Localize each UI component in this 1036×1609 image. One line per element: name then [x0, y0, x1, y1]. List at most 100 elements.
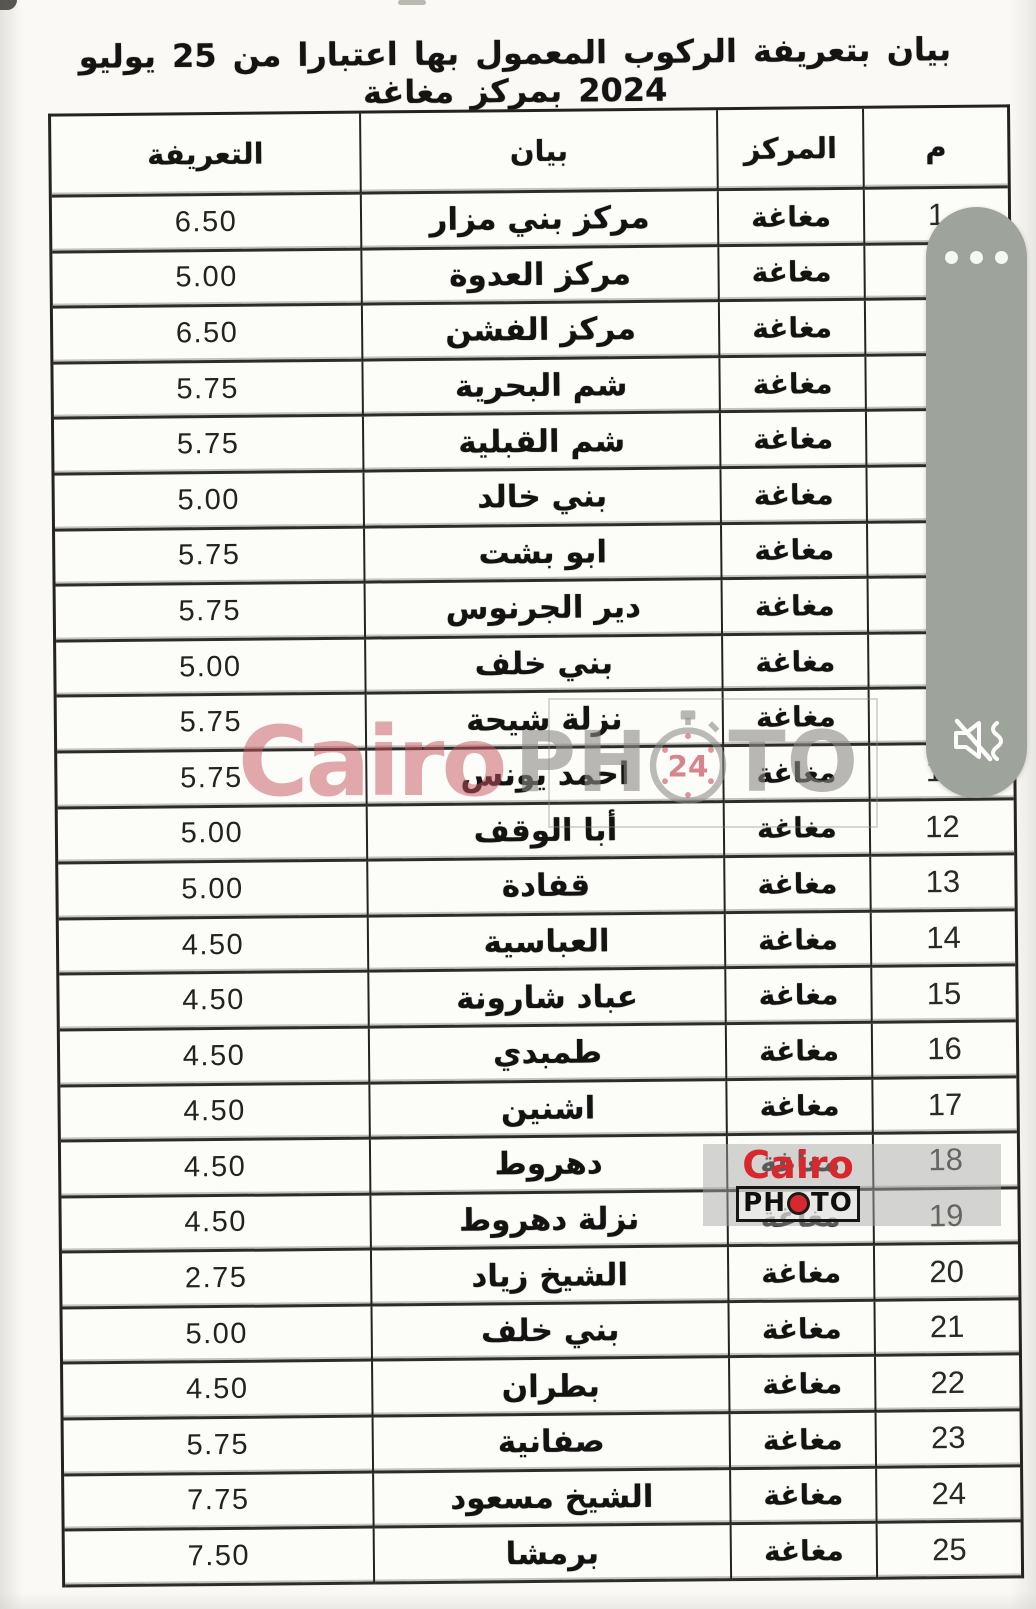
- row-number-cell: 25: [877, 1522, 1022, 1580]
- fare-cell: 5.00: [58, 861, 369, 921]
- center-cell: مغاغة: [727, 1079, 874, 1137]
- fare-cell: 5.75: [53, 361, 364, 420]
- ellipsis-icon: [995, 251, 1008, 264]
- destination-cell: بني خلف: [372, 1303, 731, 1363]
- destination-cell: الشيخ مسعود: [374, 1469, 732, 1529]
- center-cell: مغاغة: [723, 690, 871, 748]
- fare-cell: 5.75: [55, 583, 367, 643]
- fare-cell: 5.00: [52, 250, 363, 309]
- mute-button[interactable]: [926, 712, 1027, 772]
- destination-cell: نزلة دهروط: [371, 1191, 729, 1251]
- destination-cell: دير الجرنوس: [365, 580, 724, 640]
- center-cell: مغاغة: [718, 189, 866, 247]
- fare-cell: 4.50: [59, 1028, 371, 1088]
- center-cell: مغاغة: [723, 634, 870, 692]
- destination-cell: أبا الوقف: [367, 802, 726, 862]
- destination-cell: اشنين: [370, 1080, 728, 1140]
- fare-cell: 4.50: [63, 1362, 374, 1421]
- fare-cell: 4.50: [60, 1139, 372, 1199]
- fare-cell: 5.00: [56, 639, 367, 698]
- row-number-cell: 22: [875, 1355, 1020, 1413]
- row-number-cell: 13: [871, 855, 1015, 913]
- center-cell: مغاغة: [728, 1190, 875, 1248]
- row-number-cell: 14: [871, 911, 1016, 969]
- center-cell: مغاغة: [730, 1357, 877, 1415]
- ellipsis-icon: [970, 251, 983, 264]
- center-cell: مغاغة: [720, 412, 868, 470]
- fare-cell: 4.50: [60, 1084, 371, 1143]
- center-cell: مغاغة: [731, 1468, 878, 1526]
- center-cell: مغاغة: [727, 1134, 875, 1192]
- fare-cell: 5.75: [56, 694, 368, 754]
- destination-cell: طمبدي: [369, 1025, 728, 1085]
- column-header-serial: م: [864, 107, 1008, 190]
- fare-cell: 7.75: [64, 1473, 375, 1532]
- row-number-cell: 18: [873, 1133, 1018, 1191]
- destination-cell: احمد يونس: [367, 747, 725, 807]
- center-cell: مغاغة: [719, 245, 866, 303]
- fare-cell: 2.75: [61, 1250, 373, 1310]
- center-cell: مغاغة: [722, 578, 870, 636]
- destination-cell: نزلة شيحة: [366, 691, 725, 751]
- fare-cell: 5.00: [62, 1306, 374, 1365]
- center-cell: مغاغة: [728, 1246, 876, 1304]
- center-cell: مغاغة: [721, 467, 868, 525]
- destination-cell: العباسية: [368, 913, 727, 973]
- column-header-fare: التعريفة: [51, 113, 362, 198]
- center-cell: مغاغة: [724, 801, 872, 859]
- ellipsis-icon: [945, 251, 958, 264]
- fare-cell: 5.00: [57, 806, 369, 865]
- destination-cell: شم البحرية: [363, 357, 721, 417]
- row-number-cell: 12: [870, 799, 1015, 857]
- fare-cell: 7.50: [64, 1528, 376, 1588]
- fare-cell: 6.50: [51, 194, 363, 254]
- scan-top-smudge: [398, 0, 426, 5]
- page-title: بيان بتعريفة الركوب المعمول بها اعتبارا …: [78, 30, 952, 112]
- destination-cell: صفانية: [373, 1414, 732, 1474]
- center-cell: مغاغة: [725, 912, 873, 970]
- center-cell: مغاغة: [725, 856, 872, 914]
- more-options-button[interactable]: [926, 251, 1027, 264]
- column-header-destination: بيان: [361, 110, 719, 195]
- destination-cell: ابو بشت: [365, 524, 723, 584]
- row-number-cell: 16: [872, 1022, 1017, 1080]
- row-number-cell: 21: [875, 1300, 1019, 1358]
- column-header-center: المركز: [718, 108, 865, 192]
- destination-cell: بني خالد: [364, 469, 722, 529]
- center-cell: مغاغة: [719, 300, 867, 358]
- fare-cell: 4.50: [59, 972, 370, 1032]
- center-cell: مغاغة: [726, 968, 873, 1026]
- fare-cell: 5.00: [54, 472, 366, 532]
- center-cell: مغاغة: [730, 1412, 878, 1470]
- floating-actions-pill[interactable]: [926, 207, 1027, 798]
- speaker-mute-icon: [948, 712, 1006, 772]
- destination-cell: مركز العدوة: [362, 246, 720, 306]
- fare-table: التعريفة بيان المركز م 6.50 مركز بني مزا…: [48, 104, 1025, 1588]
- destination-cell: بطران: [373, 1358, 731, 1418]
- destination-cell: بني خلف: [366, 635, 724, 695]
- center-cell: مغاغة: [726, 1023, 874, 1081]
- destination-cell: الشيخ زياد: [371, 1247, 730, 1307]
- fare-cell: 4.50: [61, 1195, 372, 1254]
- row-number-cell: 19: [874, 1189, 1018, 1247]
- destination-cell: عباد شارونة: [369, 969, 727, 1029]
- center-cell: مغاغة: [731, 1523, 879, 1581]
- center-cell: مغاغة: [724, 745, 871, 803]
- paper-edge-shade-left: [0, 0, 22, 1609]
- row-number-cell: 20: [874, 1244, 1019, 1302]
- paper-edge-shade-bottom: [0, 1591, 1036, 1609]
- destination-cell: شم القبلية: [363, 413, 722, 473]
- scan-corner-smudge: [0, 0, 17, 10]
- destination-cell: مركز الفشن: [362, 302, 721, 362]
- fare-cell: 5.75: [55, 528, 366, 587]
- center-cell: مغاغة: [721, 523, 869, 581]
- row-number-cell: 24: [877, 1467, 1021, 1524]
- row-number-cell: 17: [873, 1077, 1017, 1135]
- center-cell: مغاغة: [729, 1301, 876, 1359]
- destination-cell: برمشا: [374, 1525, 733, 1585]
- destination-cell: دهروط: [370, 1136, 729, 1196]
- fare-cell: 4.50: [58, 917, 370, 976]
- row-number-cell: 15: [872, 966, 1016, 1024]
- row-number-cell: 23: [876, 1411, 1021, 1469]
